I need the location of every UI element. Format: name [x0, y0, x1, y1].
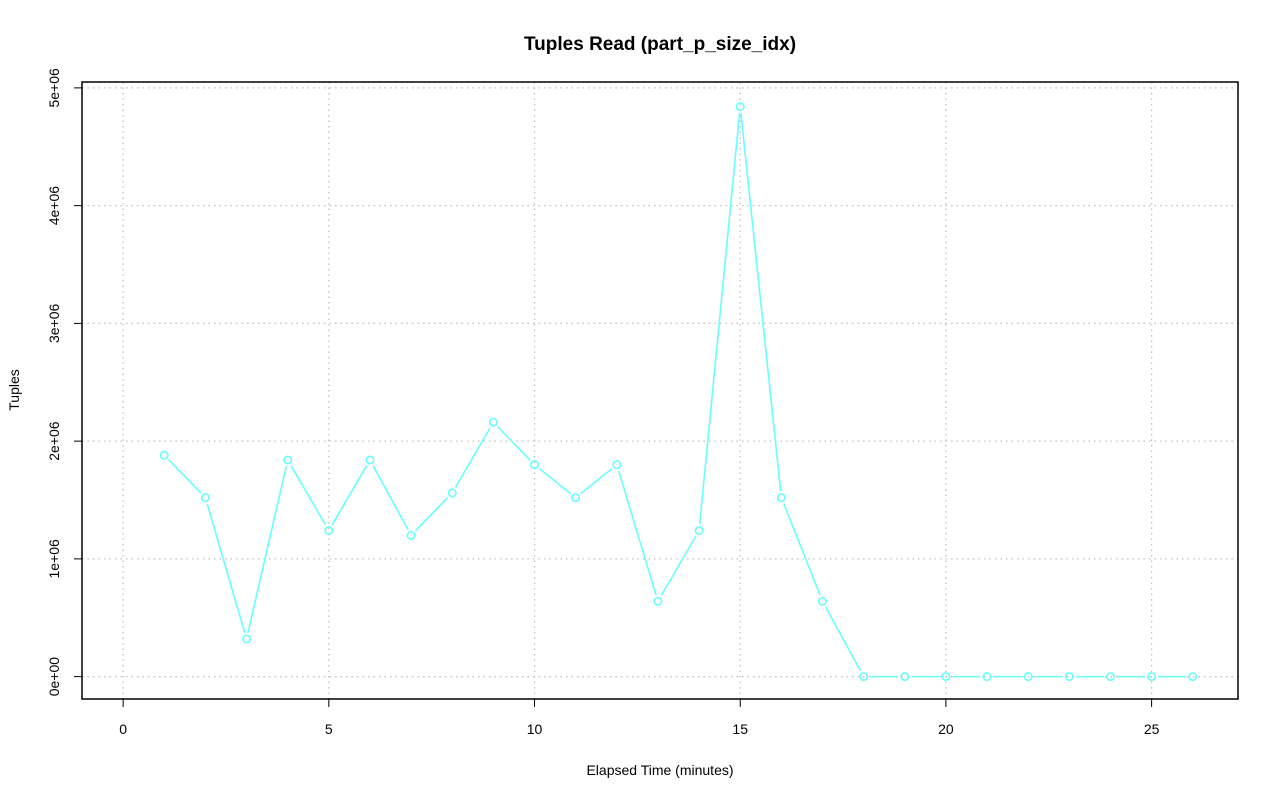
y-tick-label: 5e+06 [46, 68, 62, 108]
data-point [365, 455, 375, 465]
data-point [1147, 672, 1157, 682]
data-point [653, 596, 663, 606]
series-segment [698, 113, 741, 525]
grid [82, 82, 1238, 699]
series-segment [740, 113, 782, 492]
data-point [900, 672, 910, 682]
data-point [200, 493, 210, 503]
y-tick-label: 3e+06 [46, 304, 62, 344]
data-point [488, 417, 498, 427]
x-axis: 0 5 10 15 20 25 [119, 699, 1160, 737]
data-point [1023, 672, 1033, 682]
chart-title: Tuples Read (part_p_size_idx) [524, 34, 796, 55]
data-point [694, 526, 704, 536]
x-axis-label: Elapsed Time (minutes) [586, 762, 733, 778]
series-segment [454, 427, 491, 488]
data-point [941, 672, 951, 682]
data-point [1105, 672, 1115, 682]
data-point [776, 493, 786, 503]
series-segment [497, 426, 531, 461]
data-point [159, 450, 169, 460]
x-tick-label: 15 [732, 721, 748, 737]
data-point [324, 526, 334, 536]
y-axis-label: Tuples [6, 369, 22, 411]
x-tick-label: 20 [938, 721, 954, 737]
series-segment [247, 466, 288, 633]
x-tick-label: 10 [527, 721, 543, 737]
series-segment [824, 606, 862, 672]
series-segment [206, 503, 246, 633]
y-tick-label: 1e+06 [46, 539, 62, 579]
data-point [859, 672, 869, 682]
data-point [283, 455, 293, 465]
y-tick-label: 4e+06 [46, 186, 62, 226]
series-segment [168, 459, 202, 494]
series [159, 102, 1198, 682]
series-segment [617, 470, 657, 596]
plot-frame [81, 81, 1239, 700]
x-tick-label: 25 [1144, 721, 1160, 737]
data-point [242, 634, 252, 644]
data-point [735, 102, 745, 112]
series-segment [783, 503, 821, 596]
data-point [571, 493, 581, 503]
y-axis: 0e+00 1e+06 2e+06 3e+06 4e+06 5e+06 [46, 68, 82, 696]
series-segment [415, 497, 449, 532]
data-point [1064, 672, 1074, 682]
x-tick-label: 5 [325, 721, 333, 737]
data-point [447, 488, 457, 498]
data-point [612, 460, 622, 470]
data-point [406, 530, 416, 540]
series-segment [660, 535, 697, 597]
x-tick-label: 0 [119, 721, 127, 737]
series-segment [290, 465, 327, 526]
data-point [1188, 672, 1198, 682]
data-point [817, 596, 827, 606]
series-segment [331, 465, 368, 526]
series-segment [539, 468, 572, 495]
y-tick-label: 0e+00 [46, 657, 62, 697]
series-segment [372, 465, 409, 531]
series-segment [580, 468, 613, 495]
data-point [530, 460, 540, 470]
y-tick-label: 2e+06 [46, 421, 62, 461]
data-point [982, 672, 992, 682]
